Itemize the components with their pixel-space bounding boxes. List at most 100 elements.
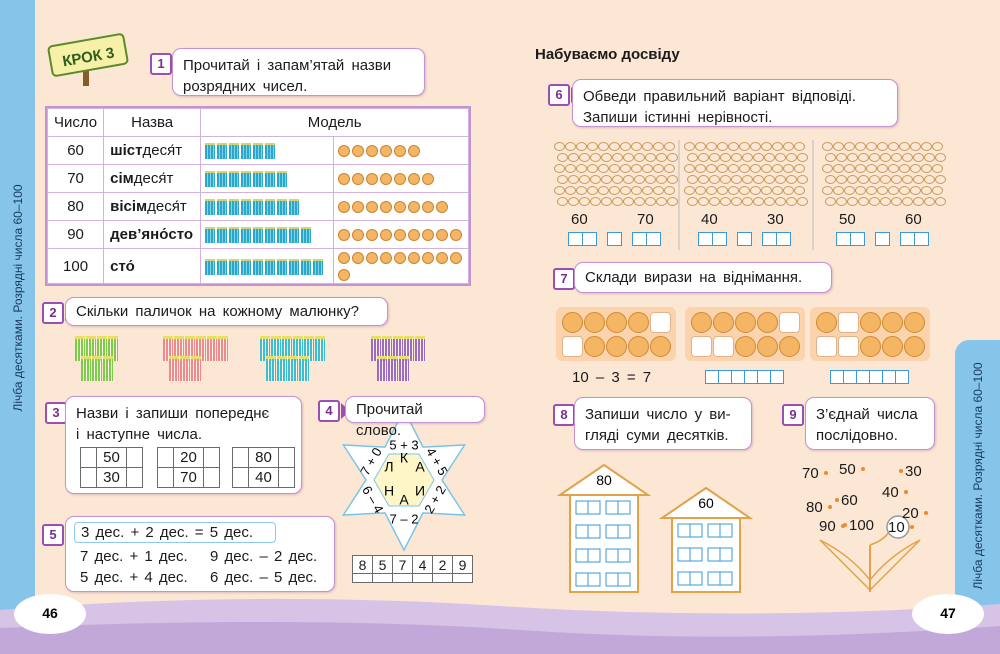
coin [584, 312, 605, 333]
answer-cell [836, 232, 851, 246]
dot-number: 70 [802, 465, 819, 482]
bean [739, 142, 750, 151]
answer-blank [432, 573, 453, 583]
table-row: 90 дев’яно́сто [46, 220, 470, 249]
answer-cell [914, 232, 929, 246]
bundle [289, 258, 300, 275]
bean [797, 175, 808, 184]
coin [380, 145, 393, 158]
grid-number: 80 [248, 447, 279, 468]
coin [366, 252, 379, 265]
houses: 80 60 [556, 463, 754, 593]
window [617, 500, 631, 515]
bundle [293, 336, 303, 361]
empty-slot [650, 312, 671, 333]
coin [691, 312, 712, 333]
coin [408, 145, 421, 158]
number-cell: 80 [46, 192, 105, 221]
bundle [382, 336, 392, 361]
bean [609, 186, 620, 195]
bundle [277, 171, 288, 188]
coin [394, 229, 407, 242]
bean [783, 164, 794, 173]
bean [844, 142, 855, 151]
bundle [253, 258, 264, 275]
dot-number: 20 [902, 505, 919, 522]
coin [366, 173, 379, 186]
heading: Набуваємо досвіду [535, 46, 680, 63]
coin [380, 229, 393, 242]
bean [568, 153, 579, 162]
sign [47, 33, 129, 86]
coin [380, 173, 393, 186]
bean [601, 175, 612, 184]
coin [606, 336, 627, 357]
coin-model [333, 192, 470, 221]
bean [728, 142, 739, 151]
bean [825, 197, 836, 206]
bean [924, 197, 935, 206]
bean [866, 186, 877, 195]
bean [833, 164, 844, 173]
dot-number: 50 [839, 461, 856, 478]
answer-cell [770, 370, 784, 384]
coin [860, 312, 881, 333]
bean [786, 175, 797, 184]
bundle [217, 199, 228, 216]
bean [847, 153, 858, 162]
answer-cell: 9 [452, 555, 473, 574]
bundle [289, 227, 300, 244]
name-part: сто́ [110, 257, 135, 275]
bean [557, 153, 568, 162]
window [617, 524, 631, 539]
bundle [399, 356, 409, 381]
bean [579, 175, 590, 184]
page-tab [14, 594, 86, 634]
dot-number: 40 [882, 484, 899, 501]
bean [794, 186, 805, 195]
bundle [393, 336, 403, 361]
bean [631, 164, 642, 173]
example: 3 дес. + 2 дес. = 5 дес. [74, 522, 276, 543]
answer-cell [843, 370, 857, 384]
dot [835, 498, 839, 502]
coin [408, 201, 421, 214]
bean [620, 164, 631, 173]
coin [757, 312, 778, 333]
name-cell: дев’яно́сто [103, 220, 202, 249]
grid-number: 50 [96, 447, 127, 468]
house-number: 80 [596, 472, 612, 488]
bean [645, 175, 656, 184]
bean [706, 142, 717, 151]
bundle [207, 336, 217, 361]
answer-cell [869, 370, 883, 384]
bean [761, 186, 772, 195]
coin [628, 336, 649, 357]
bean [794, 142, 805, 151]
name-part: деся́т [142, 142, 183, 159]
bean [565, 186, 576, 195]
bean [598, 142, 609, 151]
coin [380, 201, 393, 214]
bean [587, 186, 598, 195]
bean [913, 175, 924, 184]
bean [902, 175, 913, 184]
task-box: Склади вирази на віднімання. [574, 262, 832, 293]
coin [394, 201, 407, 214]
dot [910, 525, 914, 529]
answer-cell [607, 232, 622, 246]
bundle [229, 171, 240, 188]
task-text: і наступне числа. [76, 426, 203, 443]
bean [554, 186, 565, 195]
window [719, 547, 733, 562]
name-part: сім [110, 170, 134, 187]
window [587, 548, 601, 563]
answer-cell [705, 370, 719, 384]
bean [576, 186, 587, 195]
house-number: 60 [698, 495, 714, 511]
task-box [65, 516, 335, 592]
answer-cell [737, 232, 752, 246]
grid-cell [126, 447, 143, 468]
bundle [185, 336, 195, 361]
name-cell: сто́ [103, 248, 202, 284]
